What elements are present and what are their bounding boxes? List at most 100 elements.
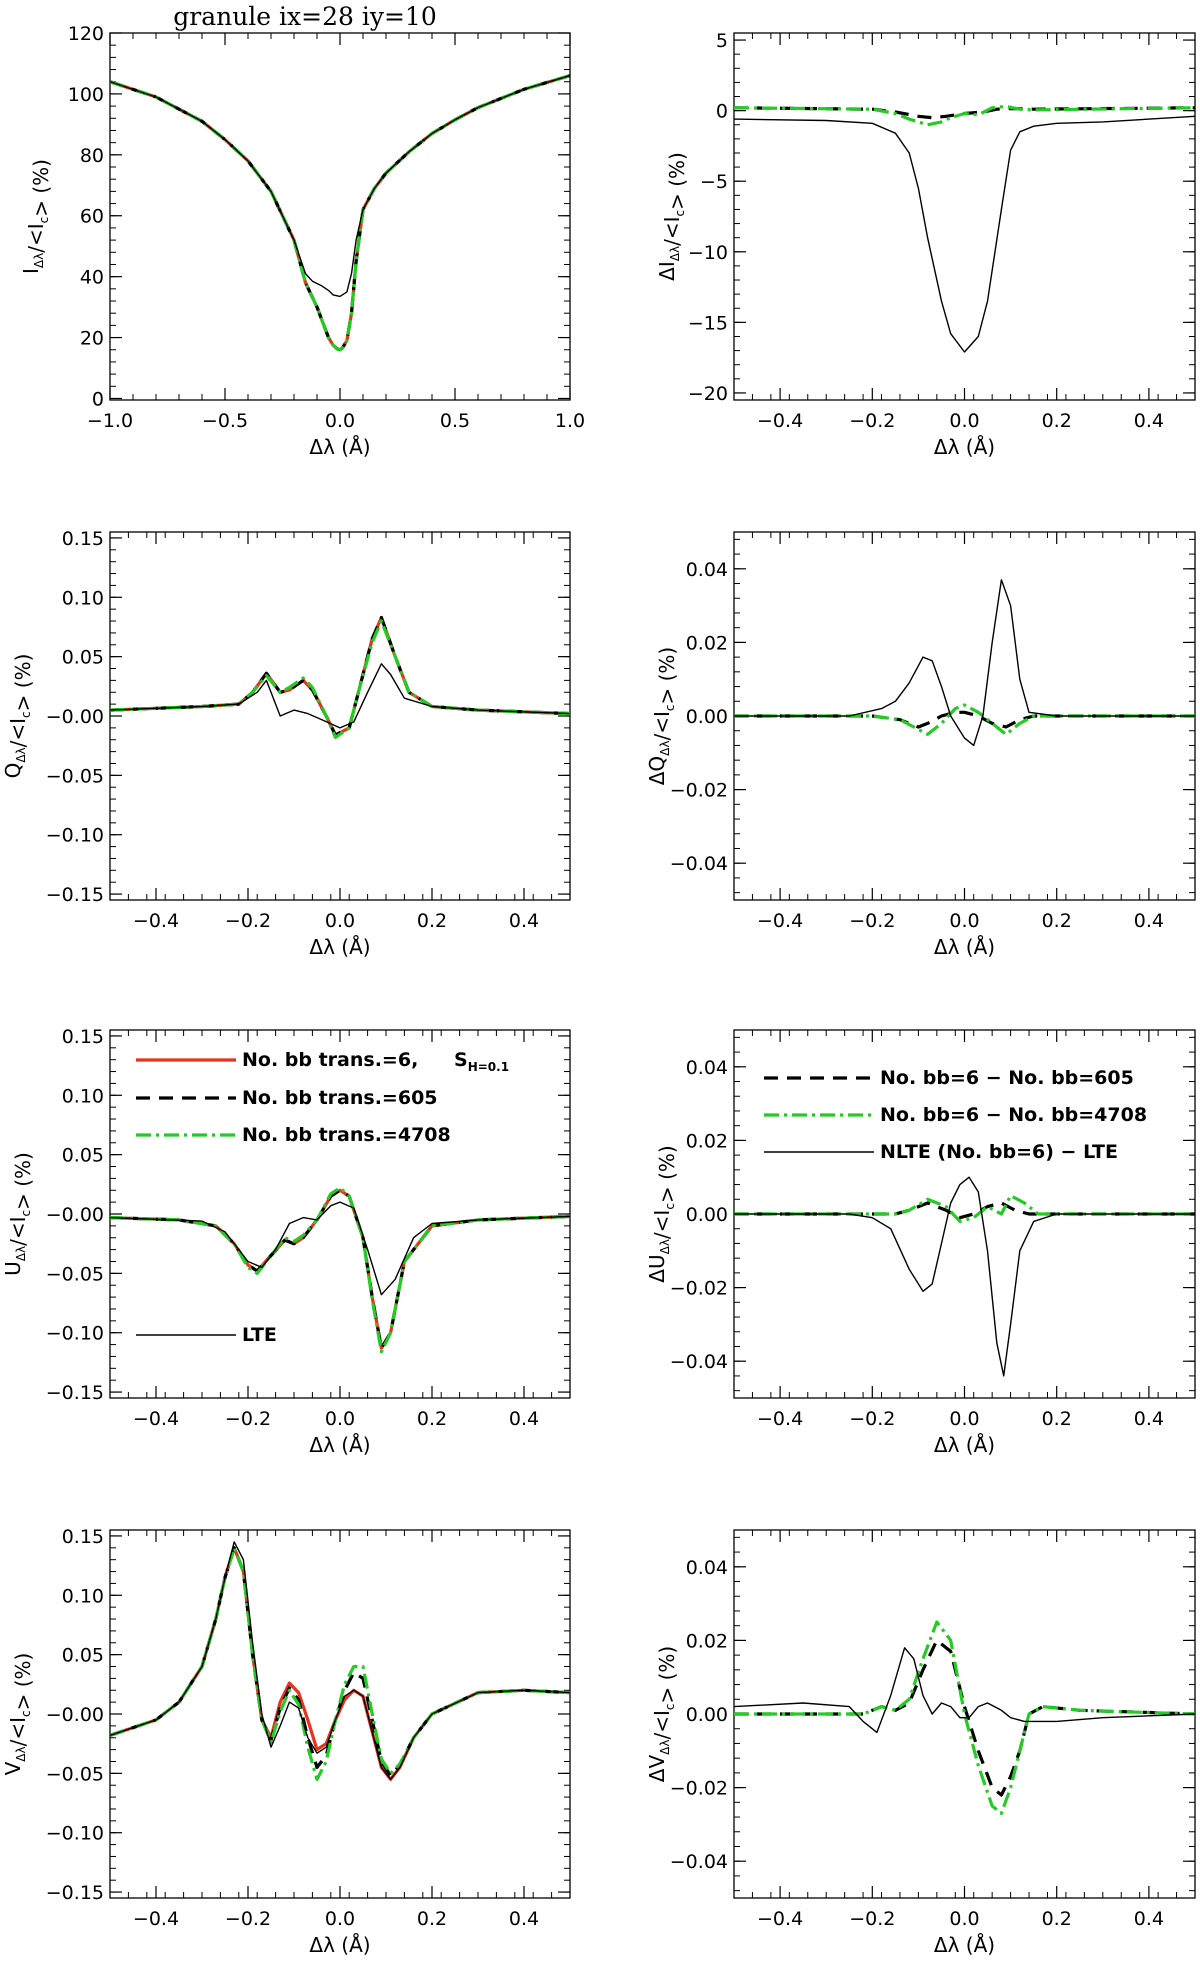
- series-nlte4708: [734, 703, 1195, 737]
- series-nlte6: [110, 615, 570, 737]
- y-tick-label: −0.10: [46, 825, 104, 847]
- y-tick-label: 0.02: [686, 1630, 728, 1652]
- y-axis-label: UΔλ/<Ic> (%): [1, 1152, 35, 1276]
- series-nlte4708: [110, 1186, 570, 1354]
- legend-label: No. bb=6 − No. bb=605: [880, 1067, 1134, 1089]
- legend-entry: NLTE (No. bb=6) − LTE: [764, 1141, 1118, 1163]
- y-tick-label: 0.04: [686, 559, 728, 581]
- plot-frame: [109, 1029, 571, 1399]
- panel-dU: −0.4 −0.2 0.0 0.2 0.4 −0.04 −0.02 0.00 0.02 0.04 Δ…: [645, 1029, 1196, 1457]
- series-nlte6: [110, 1188, 570, 1350]
- series-nlte605: [110, 74, 570, 352]
- y-axis-label: ΔVΔλ/<Ic> (%): [645, 1646, 679, 1782]
- x-tick-label: −0.2: [849, 910, 895, 932]
- y-tick-label: 120: [68, 23, 104, 45]
- series-nlte4708: [734, 1193, 1195, 1224]
- x-tick-label: −0.5: [202, 410, 248, 432]
- x-tick-label: −0.4: [757, 410, 803, 432]
- y-axis-label: VΔλ/<Ic> (%): [1, 1653, 35, 1776]
- y-tick-label: 80: [80, 145, 104, 167]
- y-tick-label: 60: [80, 206, 104, 228]
- legend-label: No. bb trans.=605: [242, 1087, 438, 1109]
- panel-dI: −0.4 −0.2 0.0 0.2 0.4 −20 −15 −10 −5 0 5 Δλ (Å) ΔIΔλ…: [655, 30, 1196, 459]
- series-nlte605: [110, 1188, 570, 1350]
- y-tick-label: 0.04: [686, 1557, 728, 1579]
- series-lte: [734, 1647, 1195, 1734]
- y-axis-label: ΔIΔλ/<Ic> (%): [655, 152, 689, 281]
- x-axis-label: Δλ (Å): [309, 935, 370, 959]
- y-tick-label: −0.04: [670, 1351, 728, 1373]
- x-tick-label: 0.0: [325, 910, 355, 932]
- y-tick-label: 0.02: [686, 1130, 728, 1152]
- y-tick-label: −0.05: [46, 1763, 104, 1785]
- x-tick-label: −0.2: [225, 1408, 271, 1430]
- x-tick-label: 0.4: [1134, 1908, 1164, 1930]
- y-tick-label: −0.02: [670, 1278, 728, 1300]
- x-tick-label: 1.0: [555, 410, 585, 432]
- y-tick-label: 0.15: [62, 528, 104, 550]
- legend-label: NLTE (No. bb=6) − LTE: [880, 1141, 1118, 1163]
- x-axis-label: Δλ (Å): [309, 1433, 370, 1457]
- y-tick-label: 0.05: [62, 1145, 104, 1167]
- legend-sublabel: SH=0.1: [454, 1049, 509, 1074]
- x-tick-label: 0.2: [1042, 1908, 1072, 1930]
- series-lte: [110, 1541, 570, 1781]
- y-tick-label: −0.05: [46, 1263, 104, 1285]
- y-tick-label: −0.15: [46, 1882, 104, 1904]
- x-tick-label: 0.0: [949, 1908, 979, 1930]
- x-tick-label: −0.2: [225, 910, 271, 932]
- x-tick-label: 0.2: [1042, 410, 1072, 432]
- y-tick-label: −0.15: [46, 1382, 104, 1404]
- y-tick-label: 0.10: [62, 587, 104, 609]
- x-tick-label: 0.4: [509, 1908, 539, 1930]
- plot-frame: [109, 1529, 571, 1899]
- y-tick-label: 0.05: [62, 1645, 104, 1667]
- x-tick-label: 0.2: [1042, 1408, 1072, 1430]
- x-tick-label: −0.4: [757, 1908, 803, 1930]
- x-tick-label: −0.4: [757, 910, 803, 932]
- y-tick-label: −0.02: [670, 1778, 728, 1800]
- y-tick-label: −0.04: [670, 1851, 728, 1873]
- figure-title: granule ix=28 iy=10: [173, 2, 436, 31]
- series-nlte4708: [734, 104, 1195, 127]
- y-tick-label: 0.00: [686, 1204, 728, 1226]
- x-tick-label: 0.5: [440, 410, 470, 432]
- y-tick-label: −0.10: [46, 1323, 104, 1345]
- y-tick-label: 0.10: [62, 1585, 104, 1607]
- x-axis-label: Δλ (Å): [934, 1433, 995, 1457]
- y-tick-label: 0: [716, 101, 728, 123]
- y-tick-label: −0.04: [670, 853, 728, 875]
- legend-entry: No. bb=6 − No. bb=605: [764, 1067, 1134, 1089]
- legend-entry: No. bb trans.=605: [136, 1087, 438, 1109]
- y-tick-label: 0.00: [686, 1704, 728, 1726]
- y-tick-label: −15: [688, 312, 728, 334]
- y-axis-label: IΔλ/<Ic> (%): [19, 159, 53, 274]
- panel-I: −1.0 −0.5 0.0 0.5 1.0 0 20 40 60 80 100 120 Δλ (Å) IΔ…: [19, 23, 585, 459]
- series-nlte4708: [734, 1620, 1195, 1816]
- y-tick-label: −0.00: [46, 1704, 104, 1726]
- series-nlte6: [110, 1546, 570, 1781]
- x-tick-label: 0.4: [1134, 910, 1164, 932]
- series-nlte605: [110, 1546, 570, 1778]
- y-tick-label: 40: [80, 267, 104, 289]
- y-tick-label: −0.10: [46, 1823, 104, 1845]
- series-nlte6: [110, 74, 570, 352]
- series-lte: [734, 579, 1195, 747]
- series-lte: [110, 1201, 570, 1296]
- series-nlte4708: [110, 1546, 570, 1781]
- x-tick-label: 0.2: [1042, 910, 1072, 932]
- y-tick-label: 5: [716, 30, 728, 52]
- x-tick-label: 0.0: [325, 1408, 355, 1430]
- plot-frame: [733, 32, 1196, 401]
- x-tick-label: −0.2: [849, 1908, 895, 1930]
- series-nlte605: [110, 615, 570, 737]
- series-lte: [110, 663, 570, 729]
- legend-entry: No. bb trans.=6, SH=0.1: [136, 1049, 509, 1074]
- y-tick-label: −10: [688, 242, 728, 264]
- x-tick-label: 0.2: [417, 910, 447, 932]
- x-tick-label: −0.2: [849, 410, 895, 432]
- x-tick-label: −0.4: [133, 1908, 179, 1930]
- plot-frame: [109, 32, 571, 401]
- legend-label: No. bb trans.=6,: [242, 1049, 418, 1071]
